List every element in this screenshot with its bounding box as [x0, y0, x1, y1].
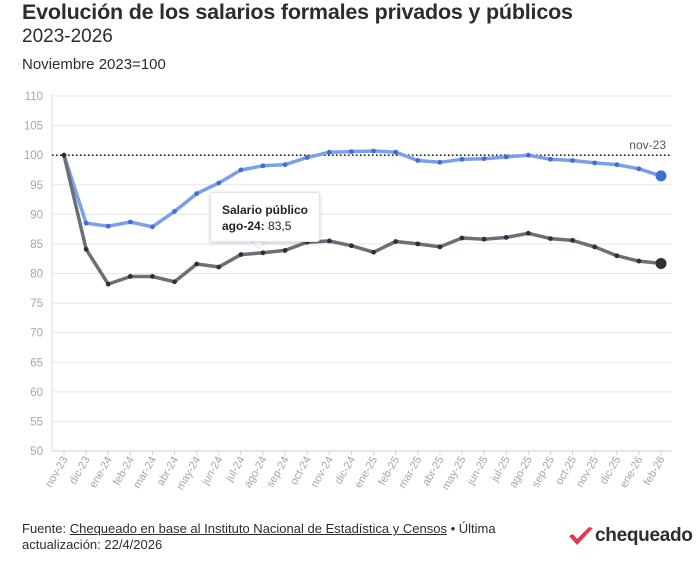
- data-point: [83, 246, 89, 252]
- x-tick-label: feb-26: [642, 455, 668, 488]
- data-point: [614, 253, 620, 259]
- tooltip-date: ago-24:: [222, 219, 265, 233]
- data-point: [61, 152, 67, 158]
- data-point: [459, 235, 465, 241]
- data-point: [238, 167, 244, 173]
- data-point: [150, 224, 155, 230]
- base-note: Noviembre 2023=100: [22, 56, 166, 73]
- data-point: [194, 261, 200, 267]
- source-separator: •: [450, 521, 456, 536]
- data-point: [570, 158, 575, 163]
- data-point: [636, 166, 642, 172]
- data-point: [592, 160, 598, 166]
- y-tick-label: 80: [30, 269, 43, 281]
- y-tick-label: 100: [24, 150, 43, 162]
- source-prefix: Fuente:: [22, 521, 67, 536]
- data-point: [326, 238, 332, 244]
- data-point: [481, 236, 487, 242]
- data-point: [548, 156, 553, 162]
- logo-check-icon: [569, 527, 593, 545]
- y-tick-label: 60: [30, 387, 43, 399]
- data-point: [349, 243, 354, 249]
- y-tick-label: 75: [30, 298, 43, 310]
- data-point: [525, 230, 531, 236]
- x-tick-label: jun-25: [465, 454, 491, 487]
- data-point: [194, 191, 200, 197]
- data-point: [393, 149, 399, 155]
- data-point: [172, 208, 177, 214]
- data-point: [349, 149, 354, 155]
- tooltip-series: Salario público: [222, 203, 309, 217]
- series-line-public: [62, 153, 663, 286]
- data-point: [592, 244, 598, 250]
- data-point: [304, 155, 310, 160]
- line-chart: 50 55 60 65 70 75 80 85 90 95 100 105 110 nov-23dic-…: [24, 91, 672, 492]
- data-point: [105, 281, 111, 287]
- data-point: [655, 257, 667, 269]
- data-point: [282, 248, 288, 253]
- data-tooltip: Salario público ago-24: 83,5: [210, 192, 321, 242]
- x-tick-label: sep-24: [264, 455, 291, 490]
- y-tick-label: 50: [30, 446, 43, 458]
- data-point: [459, 156, 465, 162]
- chequeado-logo[interactable]: chequeado: [568, 524, 693, 548]
- y-axis: 50 55 60 65 70 75 80 85 90 95 100 105 110: [24, 91, 43, 458]
- data-point: [503, 154, 509, 160]
- reference-label: nov-23: [629, 138, 666, 152]
- series-line-light: [62, 149, 663, 229]
- data-point: [393, 239, 399, 244]
- data-point: [238, 252, 244, 257]
- data-point: [127, 219, 133, 225]
- y-tick-label: 90: [30, 209, 43, 221]
- data-point: [415, 241, 421, 247]
- tooltip-value: 83,5: [268, 219, 292, 233]
- logo-text: chequeado: [595, 525, 693, 546]
- data-point: [415, 158, 421, 163]
- data-point: [260, 250, 266, 256]
- reference-line: nov-23: [52, 138, 672, 156]
- y-tick-label: 65: [30, 357, 43, 369]
- x-tick-label: nov-23: [43, 455, 70, 490]
- y-tick-label: 70: [30, 328, 43, 340]
- x-tick-label: jun-24: [199, 455, 225, 488]
- y-tick-label: 85: [30, 239, 43, 251]
- grid-lines: [51, 94, 672, 452]
- data-point: [83, 220, 89, 226]
- data-point: [525, 152, 531, 158]
- page-title: Evolución de los salarios formales priva…: [22, 0, 573, 24]
- data-point: [150, 274, 155, 279]
- data-point: [614, 162, 620, 168]
- data-point: [282, 162, 288, 168]
- data-point: [570, 237, 575, 243]
- data-point: [481, 156, 487, 162]
- data-point: [437, 244, 443, 250]
- data-point: [260, 163, 266, 169]
- series-group: [61, 148, 667, 287]
- data-point: [371, 148, 376, 154]
- page-subtitle: 2023-2026: [22, 26, 113, 47]
- data-point: [326, 149, 332, 155]
- update-text: Última actualización: 22/4/2026: [22, 521, 496, 552]
- x-tick-label: nov-25: [574, 455, 601, 490]
- footer-source: Fuente: Chequeado en base al Instituto N…: [22, 521, 542, 553]
- data-point: [371, 249, 376, 255]
- data-point: [636, 258, 642, 264]
- x-tick-label: nov-24: [309, 455, 336, 490]
- data-point: [437, 159, 443, 165]
- x-tick-label: sep-25: [530, 455, 557, 490]
- data-point: [503, 235, 509, 240]
- source-link[interactable]: Chequeado en base al Instituto Nacional …: [69, 521, 447, 536]
- data-point: [655, 170, 667, 182]
- y-tick-label: 55: [30, 416, 43, 428]
- y-tick-label: 105: [24, 121, 43, 133]
- data-point: [105, 223, 111, 229]
- data-point: [127, 274, 133, 279]
- y-tick-label: 110: [25, 91, 43, 103]
- y-tick-label: 95: [30, 180, 43, 192]
- data-point: [548, 236, 553, 241]
- data-point: [216, 264, 222, 270]
- x-axis: nov-23dic-23ene-24feb-24mar-24abr-24may-…: [43, 451, 668, 492]
- data-point: [216, 180, 222, 186]
- data-point: [172, 279, 177, 285]
